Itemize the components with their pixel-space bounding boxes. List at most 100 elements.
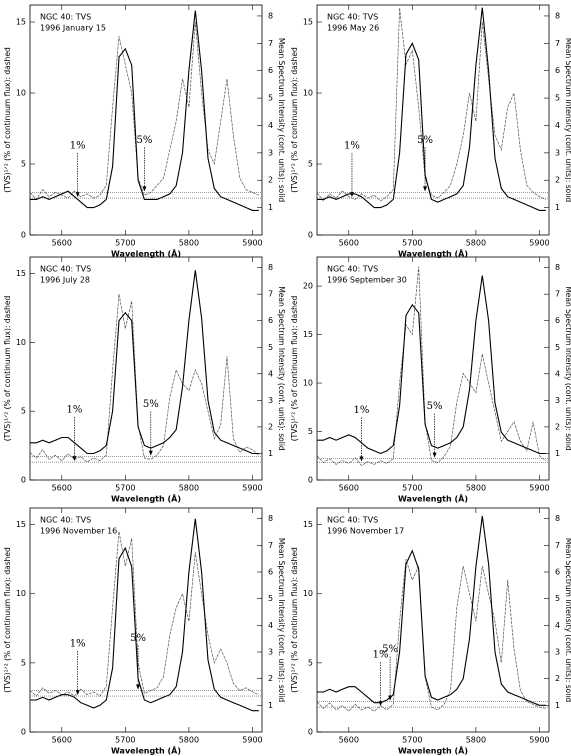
x-tick-label: 5800 (179, 239, 199, 248)
arrow-head (72, 456, 77, 462)
level-label: 1% (70, 639, 86, 650)
arrow-head (136, 684, 141, 690)
y2-axis-label: Mean Spectrum Intensity (cont. units): s… (564, 286, 571, 451)
y2-tick-label: 4 (268, 621, 273, 630)
y-tick-label: 5 (308, 160, 313, 169)
arrow-head (142, 186, 147, 192)
arrow-head (432, 452, 437, 458)
y2-tick-label: 6 (268, 568, 273, 577)
panel-title: NGC 40: TVS (327, 516, 378, 525)
y2-tick-label: 2 (555, 674, 560, 683)
y-tick-label: 15 (16, 18, 26, 27)
y-tick-label: 20 (303, 282, 313, 291)
y2-tick-label: 1 (268, 701, 273, 710)
plot-frame (29, 507, 263, 733)
y2-tick-label: 8 (555, 11, 560, 20)
y2-tick-label: 7 (555, 39, 560, 48)
arrow-head (75, 192, 80, 198)
arrow-head (349, 192, 354, 198)
y-tick-label: 15 (16, 520, 26, 529)
x-axis-label: Wavelength (Å) (111, 746, 181, 756)
x-tick-label: 5700 (402, 736, 422, 745)
level-label: 5% (143, 399, 159, 410)
y2-tick-label: 8 (555, 514, 560, 523)
tvs-line (29, 531, 259, 697)
y-tick-label: 15 (303, 18, 313, 27)
mean-spectrum-line (317, 275, 546, 455)
y2-tick-label: 4 (555, 369, 560, 378)
tvs-line (316, 559, 546, 712)
y2-axis-label: Mean Spectrum Intensity (cont. units): s… (277, 286, 286, 451)
x-tick-label: 5600 (339, 736, 359, 745)
mean-spectrum-line (317, 7, 546, 211)
mean-spectrum-line (30, 518, 259, 712)
y2-tick-label: 5 (555, 343, 560, 352)
y2-tick-label: 6 (268, 316, 273, 325)
y-tick-label: 5 (21, 160, 26, 169)
x-axis-label: Wavelength (Å) (111, 249, 181, 259)
x-tick-label: 5600 (339, 239, 359, 248)
y2-tick-label: 8 (555, 263, 560, 272)
x-tick-label: 5800 (466, 239, 486, 248)
y2-tick-label: 1 (555, 203, 560, 212)
x-tick-label: 5600 (52, 736, 72, 745)
y2-tick-label: 2 (555, 422, 560, 431)
x-axis-label: Wavelength (Å) (398, 494, 468, 504)
x-tick-label: 5700 (402, 484, 422, 493)
x-tick-label: 5800 (179, 484, 199, 493)
plot-frame (316, 507, 550, 733)
y-tick-label: 5 (308, 658, 313, 667)
y2-tick-label: 1 (555, 449, 560, 458)
y2-tick-label: 3 (555, 648, 560, 657)
y-tick-label: 10 (303, 89, 313, 98)
tvs-line (316, 266, 547, 466)
arrow-head (388, 695, 393, 701)
y2-tick-label: 6 (555, 316, 560, 325)
y2-tick-label: 3 (555, 396, 560, 405)
arrow-head (75, 690, 80, 696)
mean-spectrum-line (30, 270, 259, 455)
y2-tick-label: 1 (268, 203, 273, 212)
y2-axis-label: Mean Spectrum Intensity (cont. units): s… (277, 38, 286, 203)
panel-title: NGC 40: TVS (327, 265, 378, 274)
y-tick-label: 5 (21, 658, 26, 667)
mean-spectrum-line (30, 10, 259, 211)
y-tick-label: 0 (308, 231, 313, 240)
y-tick-label: 0 (21, 476, 26, 485)
level-label: 5% (427, 401, 443, 412)
y2-tick-label: 3 (268, 148, 273, 157)
y-axis-label: (TVS)¹ᐟ² (% of continuum flux): dashed (3, 296, 12, 442)
y2-tick-label: 4 (268, 121, 273, 130)
x-axis-label: Wavelength (Å) (398, 746, 468, 756)
y2-tick-label: 4 (268, 369, 273, 378)
y2-axis-label: Mean Spectrum Intensity (cont. units): s… (564, 538, 571, 703)
x-tick-label: 5900 (529, 736, 549, 745)
y2-axis-label: Mean Spectrum Intensity (cont. units): s… (564, 38, 571, 203)
x-tick-label: 5900 (529, 239, 549, 248)
panel-date: 1996 May 26 (327, 24, 379, 33)
mean-spectrum-line (317, 515, 546, 706)
level-label: 5% (136, 135, 152, 146)
y-axis-label: (TVS)¹ᐟ² (% of continuum flux): dashed (290, 47, 299, 193)
arrow-head (423, 186, 428, 192)
y2-tick-label: 7 (268, 39, 273, 48)
y-tick-label: 0 (21, 728, 26, 737)
y2-tick-label: 7 (268, 541, 273, 550)
plot-frame (316, 256, 550, 481)
x-tick-label: 5600 (339, 484, 359, 493)
panel-date: 1996 September 30 (327, 276, 407, 285)
x-tick-label: 5700 (115, 239, 135, 248)
y-tick-label: 0 (21, 231, 26, 240)
y2-tick-label: 5 (268, 594, 273, 603)
y-tick-label: 10 (16, 89, 26, 98)
x-tick-label: 5900 (242, 239, 262, 248)
level-label: 5% (130, 633, 146, 644)
y2-tick-label: 8 (268, 263, 273, 272)
y2-tick-label: 4 (555, 621, 560, 630)
y2-tick-label: 7 (555, 290, 560, 299)
y2-tick-label: 2 (268, 176, 273, 185)
level-label: 1% (344, 141, 360, 152)
arrow-head (359, 456, 364, 462)
y2-tick-label: 6 (555, 66, 560, 75)
y-tick-label: 10 (16, 589, 26, 598)
